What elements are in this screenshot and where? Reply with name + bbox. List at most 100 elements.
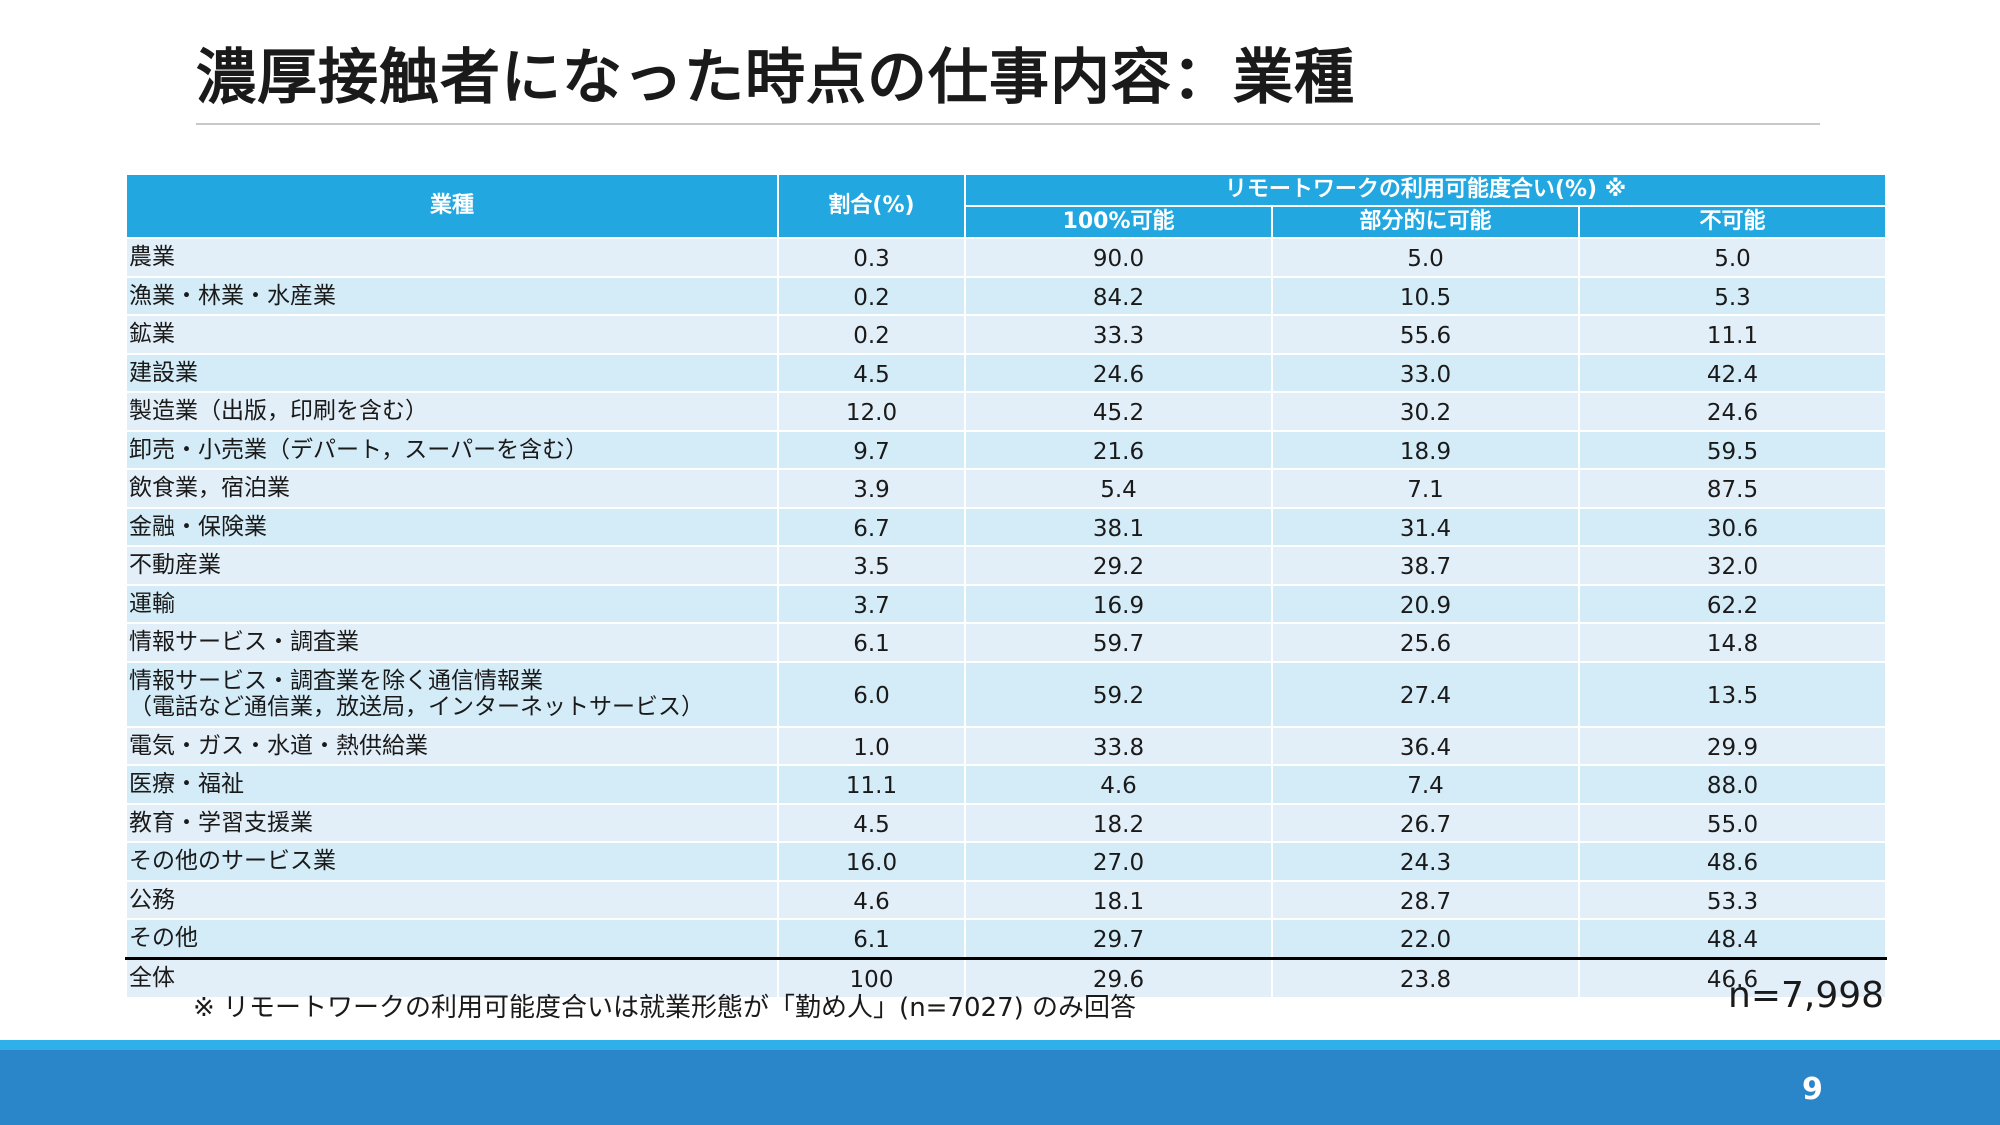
industry-name: 運輸	[125, 583, 779, 624]
industry-name: 漁業・林業・水産業	[125, 275, 779, 316]
share-cell: 0.2	[777, 275, 966, 316]
footer-bar	[0, 1050, 2000, 1125]
slide-title: 濃厚接触者になった時点の仕事内容：業種	[196, 43, 1355, 113]
partial-remote-cell: 55.6	[1271, 314, 1580, 355]
no-remote-cell: 88.0	[1577, 764, 1888, 805]
industry-name: 飲食業，宿泊業	[125, 468, 779, 509]
full-remote-cell: 16.9	[964, 583, 1273, 624]
partial-remote-cell: 10.5	[1271, 275, 1580, 316]
industry-name: 卸売・小売業（デパート，スーパーを含む）	[125, 429, 779, 470]
footnote: ※ リモートワークの利用可能度合いは就業形態が「勤め人」(n=7027) のみ回…	[193, 993, 1137, 1023]
no-remote-cell: 5.3	[1577, 275, 1888, 316]
share-cell: 6.0	[777, 660, 966, 728]
partial-remote-cell: 25.6	[1271, 622, 1580, 663]
industry-name-line: 製造業（出版，印刷を含む）	[129, 398, 428, 425]
partial-remote-cell: 30.2	[1271, 391, 1580, 432]
title-divider	[196, 123, 1820, 125]
table-row: 建設業 4.5 24.6 33.0 42.4	[125, 352, 1888, 393]
no-remote-cell: 53.3	[1577, 879, 1888, 920]
total-full: 29.6	[964, 957, 1273, 999]
share-cell: 6.1	[777, 622, 966, 663]
industry-name: 農業	[125, 237, 779, 278]
total-row: 全体 100 29.6 23.8 46.6	[125, 957, 1888, 999]
full-remote-cell: 21.6	[964, 429, 1273, 470]
industry-table: 業種 割合(%) リモートワークの利用可能度合い(%) ※ 100%可能 部分的…	[125, 173, 1888, 999]
no-remote-cell: 14.8	[1577, 622, 1888, 663]
footer-accent-line	[0, 1040, 2000, 1050]
industry-name-line: 不動産業	[129, 552, 221, 579]
no-remote-cell: 59.5	[1577, 429, 1888, 470]
share-cell: 4.6	[777, 879, 966, 920]
no-remote-cell: 24.6	[1577, 391, 1888, 432]
full-remote-cell: 18.1	[964, 879, 1273, 920]
industry-name: 公務	[125, 879, 779, 920]
partial-remote-cell: 33.0	[1271, 352, 1580, 393]
industry-name-line: 電気・ガス・水道・熱供給業	[129, 732, 428, 759]
total-name: 全体	[125, 957, 779, 999]
full-remote-cell: 38.1	[964, 506, 1273, 547]
partial-remote-cell: 7.1	[1271, 468, 1580, 509]
no-remote-cell: 87.5	[1577, 468, 1888, 509]
partial-remote-cell: 7.4	[1271, 764, 1580, 805]
industry-name-line: 漁業・林業・水産業	[129, 282, 336, 309]
header-none: 不可能	[1577, 205, 1888, 239]
table-row: 金融・保険業 6.7 38.1 31.4 30.6	[125, 506, 1888, 547]
share-cell: 3.7	[777, 583, 966, 624]
industry-name: 医療・福祉	[125, 764, 779, 805]
partial-remote-cell: 28.7	[1271, 879, 1580, 920]
table-row: 飲食業，宿泊業 3.9 5.4 7.1 87.5	[125, 468, 1888, 509]
table-row: 情報サービス・調査業 6.1 59.7 25.6 14.8	[125, 622, 1888, 663]
partial-remote-cell: 26.7	[1271, 802, 1580, 843]
share-cell: 4.5	[777, 802, 966, 843]
partial-remote-cell: 22.0	[1271, 918, 1580, 959]
table-row: 卸売・小売業（デパート，スーパーを含む） 9.7 21.6 18.9 59.5	[125, 429, 1888, 470]
industry-name-line: 飲食業，宿泊業	[129, 475, 290, 502]
partial-remote-cell: 18.9	[1271, 429, 1580, 470]
partial-remote-cell: 24.3	[1271, 841, 1580, 882]
industry-name: その他	[125, 918, 779, 959]
header-full: 100%可能	[964, 205, 1273, 239]
partial-remote-cell: 38.7	[1271, 545, 1580, 586]
table-row: 公務 4.6 18.1 28.7 53.3	[125, 879, 1888, 920]
table-row: その他のサービス業 16.0 27.0 24.3 48.6	[125, 841, 1888, 882]
industry-name-line: 公務	[129, 886, 175, 913]
share-cell: 1.0	[777, 725, 966, 766]
industry-name-line: 農業	[129, 244, 175, 271]
full-remote-cell: 84.2	[964, 275, 1273, 316]
industry-name-line: 教育・学習支援業	[129, 809, 313, 836]
share-cell: 3.5	[777, 545, 966, 586]
industry-name: 情報サービス・調査業を除く通信情報業 （電話など通信業，放送局，インターネットサー…	[125, 660, 779, 728]
full-remote-cell: 33.8	[964, 725, 1273, 766]
table-row: 医療・福祉 11.1 4.6 7.4 88.0	[125, 764, 1888, 805]
no-remote-cell: 62.2	[1577, 583, 1888, 624]
table-row: 電気・ガス・水道・熱供給業 1.0 33.8 36.4 29.9	[125, 725, 1888, 766]
share-cell: 12.0	[777, 391, 966, 432]
industry-name-line: 建設業	[129, 359, 198, 386]
table-row: 不動産業 3.5 29.2 38.7 32.0	[125, 545, 1888, 586]
no-remote-cell: 11.1	[1577, 314, 1888, 355]
industry-name-line: その他	[129, 925, 198, 952]
no-remote-cell: 30.6	[1577, 506, 1888, 547]
industry-name: 電気・ガス・水道・熱供給業	[125, 725, 779, 766]
full-remote-cell: 24.6	[964, 352, 1273, 393]
full-remote-cell: 45.2	[964, 391, 1273, 432]
partial-remote-cell: 27.4	[1271, 660, 1580, 728]
full-remote-cell: 5.4	[964, 468, 1273, 509]
full-remote-cell: 29.2	[964, 545, 1273, 586]
table-row: 教育・学習支援業 4.5 18.2 26.7 55.0	[125, 802, 1888, 843]
industry-name: 情報サービス・調査業	[125, 622, 779, 663]
partial-remote-cell: 31.4	[1271, 506, 1580, 547]
table-row: 情報サービス・調査業を除く通信情報業 （電話など通信業，放送局，インターネットサー…	[125, 660, 1888, 728]
total-partial: 23.8	[1271, 957, 1580, 999]
industry-name-line: 情報サービス・調査業	[129, 629, 359, 656]
no-remote-cell: 29.9	[1577, 725, 1888, 766]
no-remote-cell: 48.6	[1577, 841, 1888, 882]
total-none: 46.6	[1577, 957, 1888, 999]
page-number: 9	[1802, 1072, 1823, 1107]
full-remote-cell: 29.7	[964, 918, 1273, 959]
partial-remote-cell: 36.4	[1271, 725, 1580, 766]
share-cell: 16.0	[777, 841, 966, 882]
share-cell: 11.1	[777, 764, 966, 805]
partial-remote-cell: 20.9	[1271, 583, 1580, 624]
share-cell: 6.7	[777, 506, 966, 547]
